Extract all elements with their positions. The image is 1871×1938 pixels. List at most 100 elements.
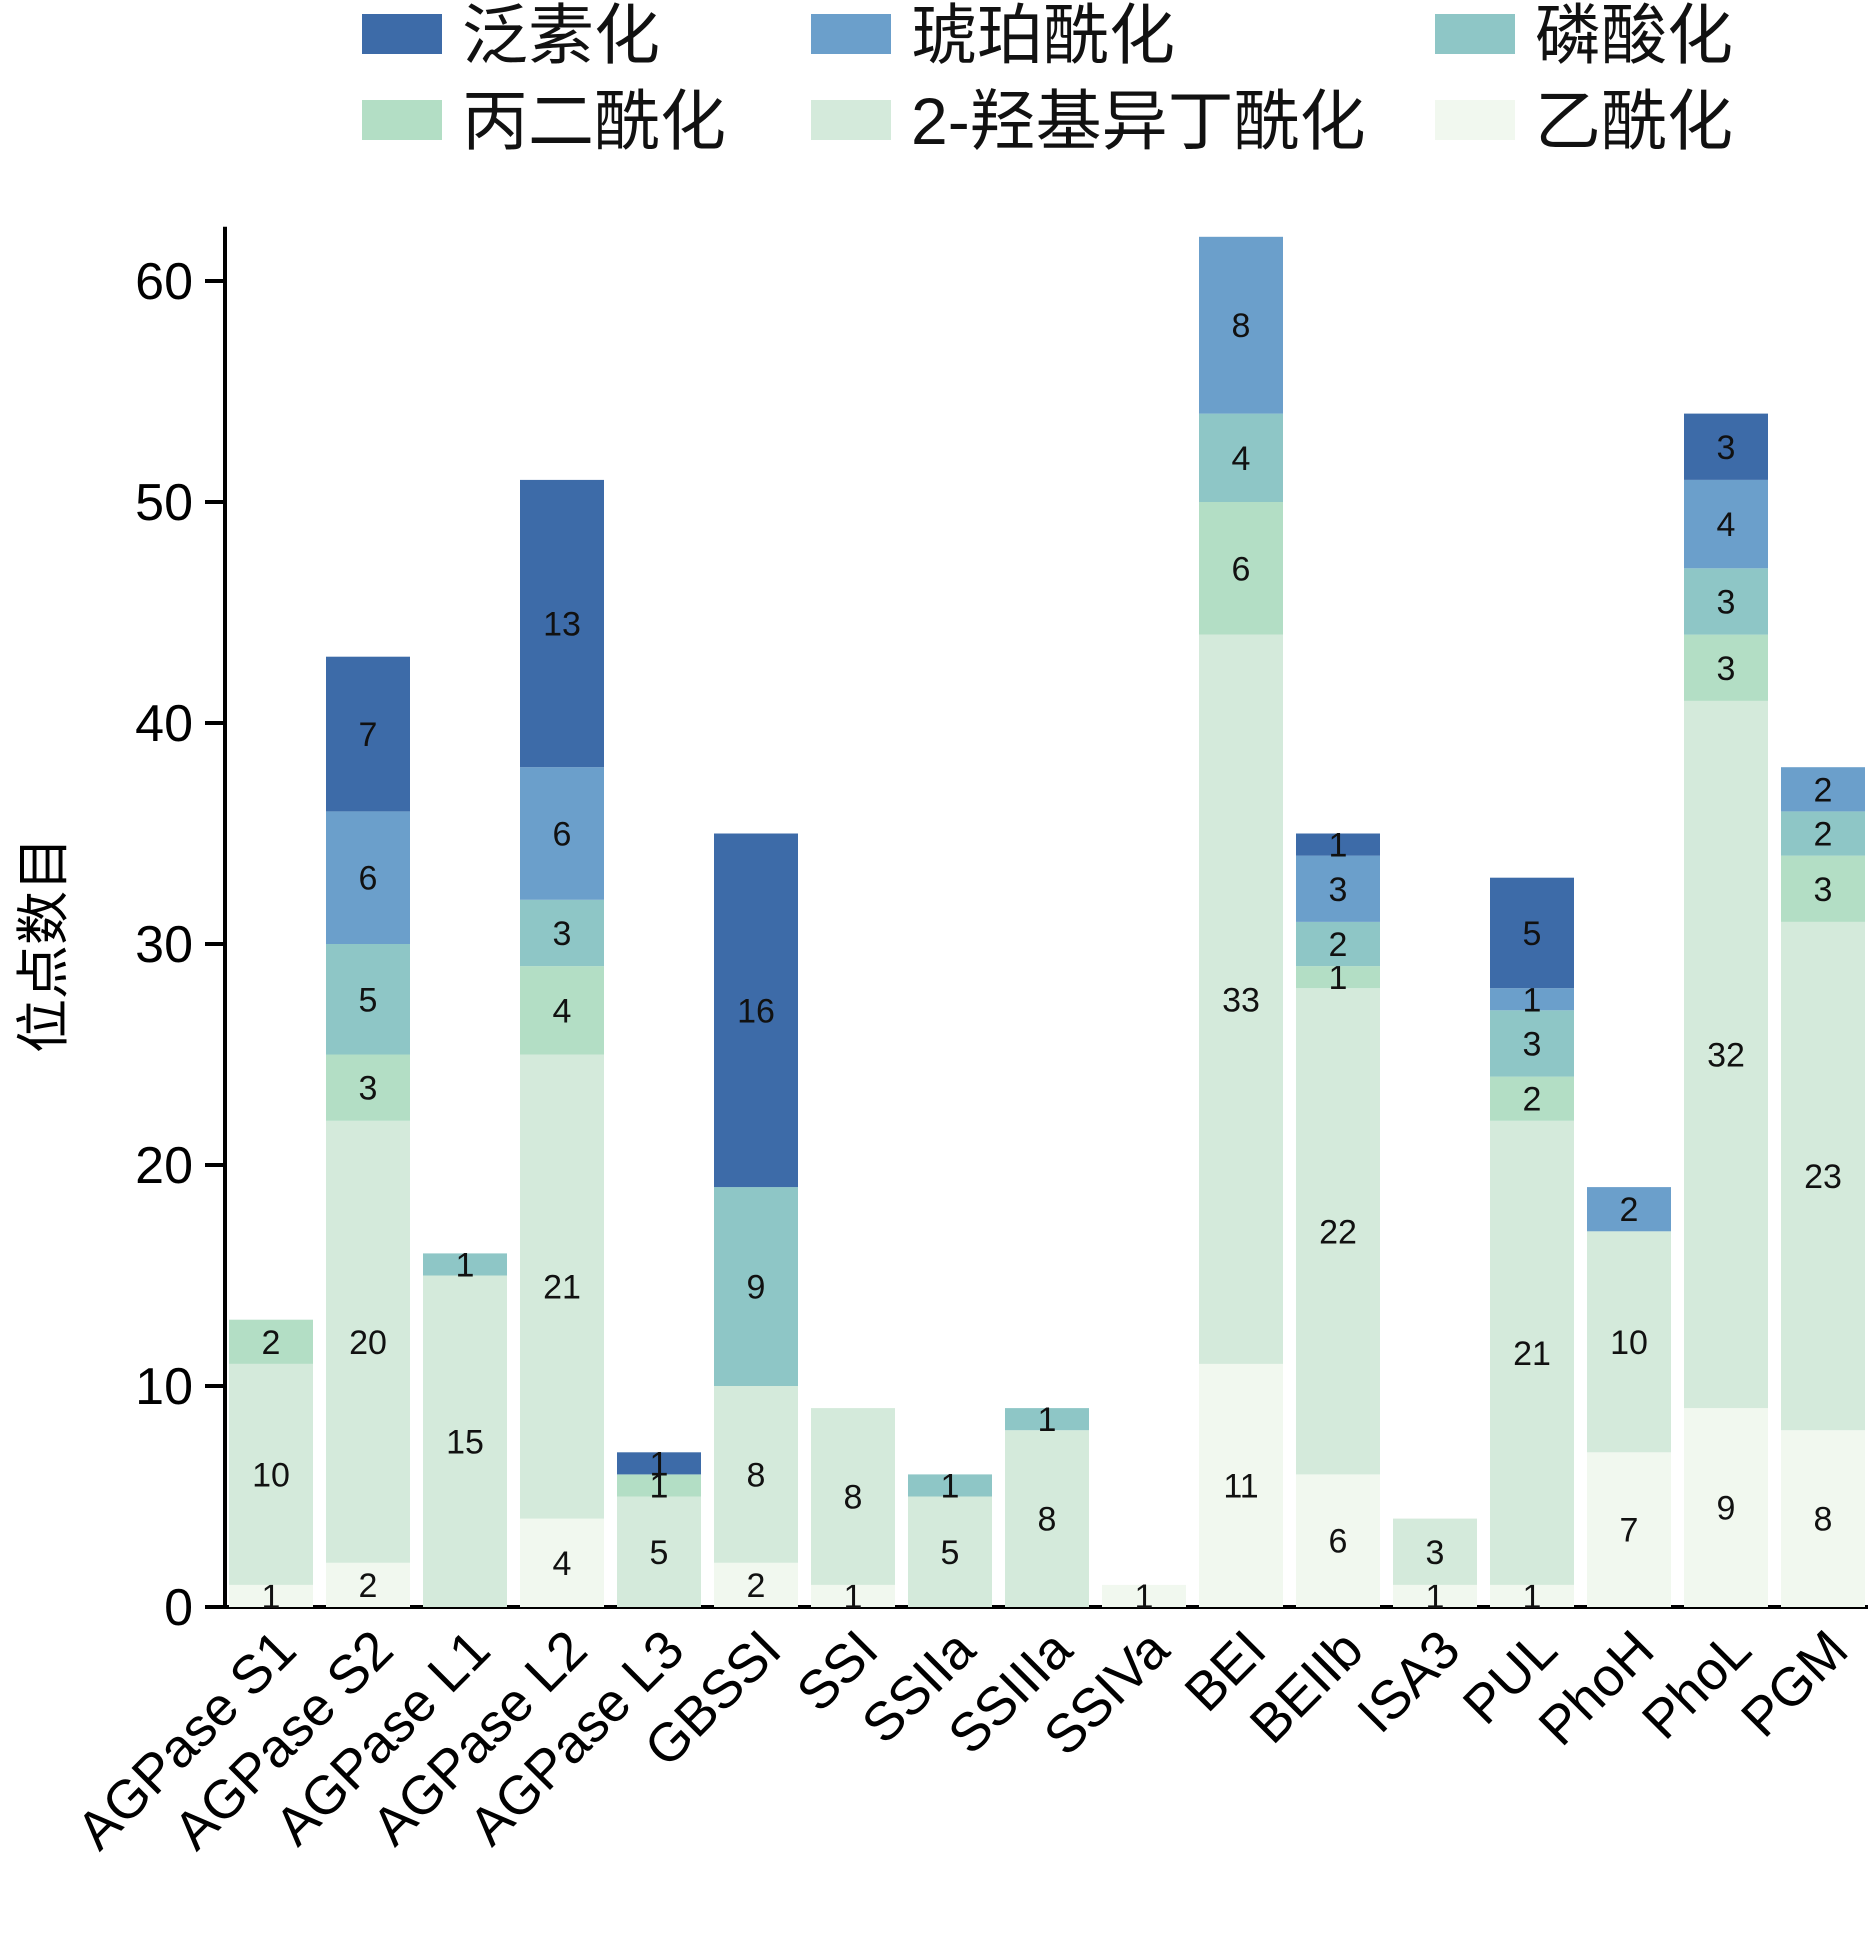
bar-segment <box>1781 767 1865 812</box>
bar-stack: 1 <box>1102 1578 1186 1616</box>
bar-value-label: 1 <box>1329 827 1348 865</box>
legend-item: 2-羟基异丁酰化 <box>811 84 1366 158</box>
bar-value-label: 3 <box>1329 871 1348 909</box>
bar-segment <box>1490 1584 1574 1607</box>
bar-segment <box>1781 1430 1865 1607</box>
bar-stack: 2 8 9 16 <box>714 833 798 1607</box>
x-tick-label: PGM <box>1730 1619 1859 1748</box>
bar-value-label: 3 <box>1814 871 1833 909</box>
bar-stack: 8 23 3 2 2 <box>1781 767 1865 1607</box>
bar-segment <box>1199 634 1283 1364</box>
y-tick-label: 50 <box>135 474 193 532</box>
bar-value-label: 1 <box>1329 959 1348 997</box>
bar-value-label: 6 <box>1232 550 1251 588</box>
bar-value-label: 20 <box>349 1324 387 1362</box>
legend-label: 丙二酰化 <box>462 84 726 158</box>
bar-value-label: 1 <box>650 1445 669 1483</box>
bar-segment <box>1005 1408 1089 1431</box>
bar-stack: 1 21 2 3 1 5 <box>1490 877 1574 1616</box>
x-tick-label: BEIIb <box>1239 1619 1375 1755</box>
bar-segment <box>1393 1518 1477 1585</box>
bar-segment <box>326 811 410 944</box>
bar-stack: 5 11 <box>617 1445 701 1607</box>
bar-value-label: 8 <box>1232 307 1251 345</box>
bar-value-label: 5 <box>650 1534 669 1572</box>
bar-segment <box>1296 855 1380 922</box>
bar-segment <box>1684 700 1768 1409</box>
bar-value-label: 2 <box>1523 1081 1542 1119</box>
bar-segment <box>1684 634 1768 701</box>
legend-label: 琥珀酰化 <box>911 0 1175 72</box>
legend-swatch <box>362 100 442 140</box>
bar-segment <box>1587 1187 1671 1232</box>
bar-value-label: 22 <box>1319 1213 1357 1251</box>
bar-value-label: 16 <box>737 992 775 1030</box>
bar-value-label: 1 <box>1426 1578 1445 1616</box>
bar-segment <box>520 1054 604 1519</box>
bar-value-label: 3 <box>1717 429 1736 467</box>
bar-segment <box>1684 413 1768 480</box>
bar-value-label: 2 <box>359 1567 378 1605</box>
bar-segment <box>1199 413 1283 502</box>
bar-segment <box>908 1496 992 1607</box>
bar-segment <box>1199 502 1283 635</box>
y-tick-label: 60 <box>135 253 193 311</box>
bar-segment <box>617 1496 701 1607</box>
x-tick-label: PhoL <box>1631 1619 1763 1751</box>
legend-label: 泛素化 <box>462 0 660 72</box>
legend-item: 泛素化 <box>362 0 660 72</box>
legend-item: 丙二酰化 <box>362 84 726 158</box>
bar-segment <box>1490 1010 1574 1077</box>
bar-segment <box>1490 1120 1574 1585</box>
bar-value-label: 10 <box>252 1456 290 1494</box>
bar-value-label: 1 <box>1523 1578 1542 1616</box>
bar-stack: 4 21 4 3 6 13 <box>520 479 604 1607</box>
bar-segment <box>1684 479 1768 569</box>
bar-segment <box>1102 1584 1186 1607</box>
y-tick-label: 0 <box>164 1579 193 1637</box>
bar-segment <box>1005 1430 1089 1607</box>
bar-value-label: 23 <box>1804 1158 1842 1196</box>
bar-value-label: 1 <box>456 1246 475 1284</box>
bar-segment <box>714 833 798 1188</box>
bar-value-label: 21 <box>1513 1335 1551 1373</box>
bar-stack: 9 32 3 3 4 3 <box>1684 413 1768 1607</box>
bar-value-label: 4 <box>1232 440 1251 478</box>
bar-segment <box>1684 1408 1768 1607</box>
y-tick-label: 40 <box>135 695 193 753</box>
y-tick-label: 30 <box>135 916 193 974</box>
bar-value-label: 3 <box>1717 650 1736 688</box>
legend-swatch <box>811 14 891 54</box>
bar-value-label: 6 <box>1329 1523 1348 1561</box>
bar-segment <box>908 1474 992 1497</box>
bar-segment <box>520 767 604 900</box>
bar-segment <box>617 1474 701 1497</box>
bars: 1102220356715142143613511289161851811113… <box>229 236 1865 1616</box>
bar-value-label: 33 <box>1222 981 1260 1019</box>
bar-segment <box>326 656 410 812</box>
bar-segment <box>520 966 604 1055</box>
bar-segment <box>326 1120 410 1563</box>
bar-segment <box>714 1386 798 1563</box>
y-tick-label: 20 <box>135 1137 193 1195</box>
bar-value-label: 2 <box>262 1324 281 1362</box>
bar-segment <box>326 1054 410 1121</box>
bar-value-label: 3 <box>553 915 572 953</box>
legend-swatch <box>362 14 442 54</box>
bar-value-label: 3 <box>1523 1025 1542 1063</box>
bar-segment <box>1587 1231 1671 1453</box>
bar-value-label: 1 <box>262 1578 281 1616</box>
bar-stack: 13 <box>1393 1518 1477 1616</box>
bar-segment <box>714 1187 798 1386</box>
legend-swatch <box>1435 100 1515 140</box>
bar-stack: 15 1 <box>423 1246 507 1607</box>
bar-stack: 51 <box>908 1467 992 1607</box>
bar-value-label: 8 <box>747 1456 766 1494</box>
legend-item: 磷酸化 <box>1435 0 1733 72</box>
bar-stack: 11 33 6 4 8 <box>1199 236 1283 1607</box>
bar-value-label: 2 <box>1620 1191 1639 1229</box>
bar-segment <box>520 899 604 967</box>
bar-segment <box>1781 855 1865 922</box>
